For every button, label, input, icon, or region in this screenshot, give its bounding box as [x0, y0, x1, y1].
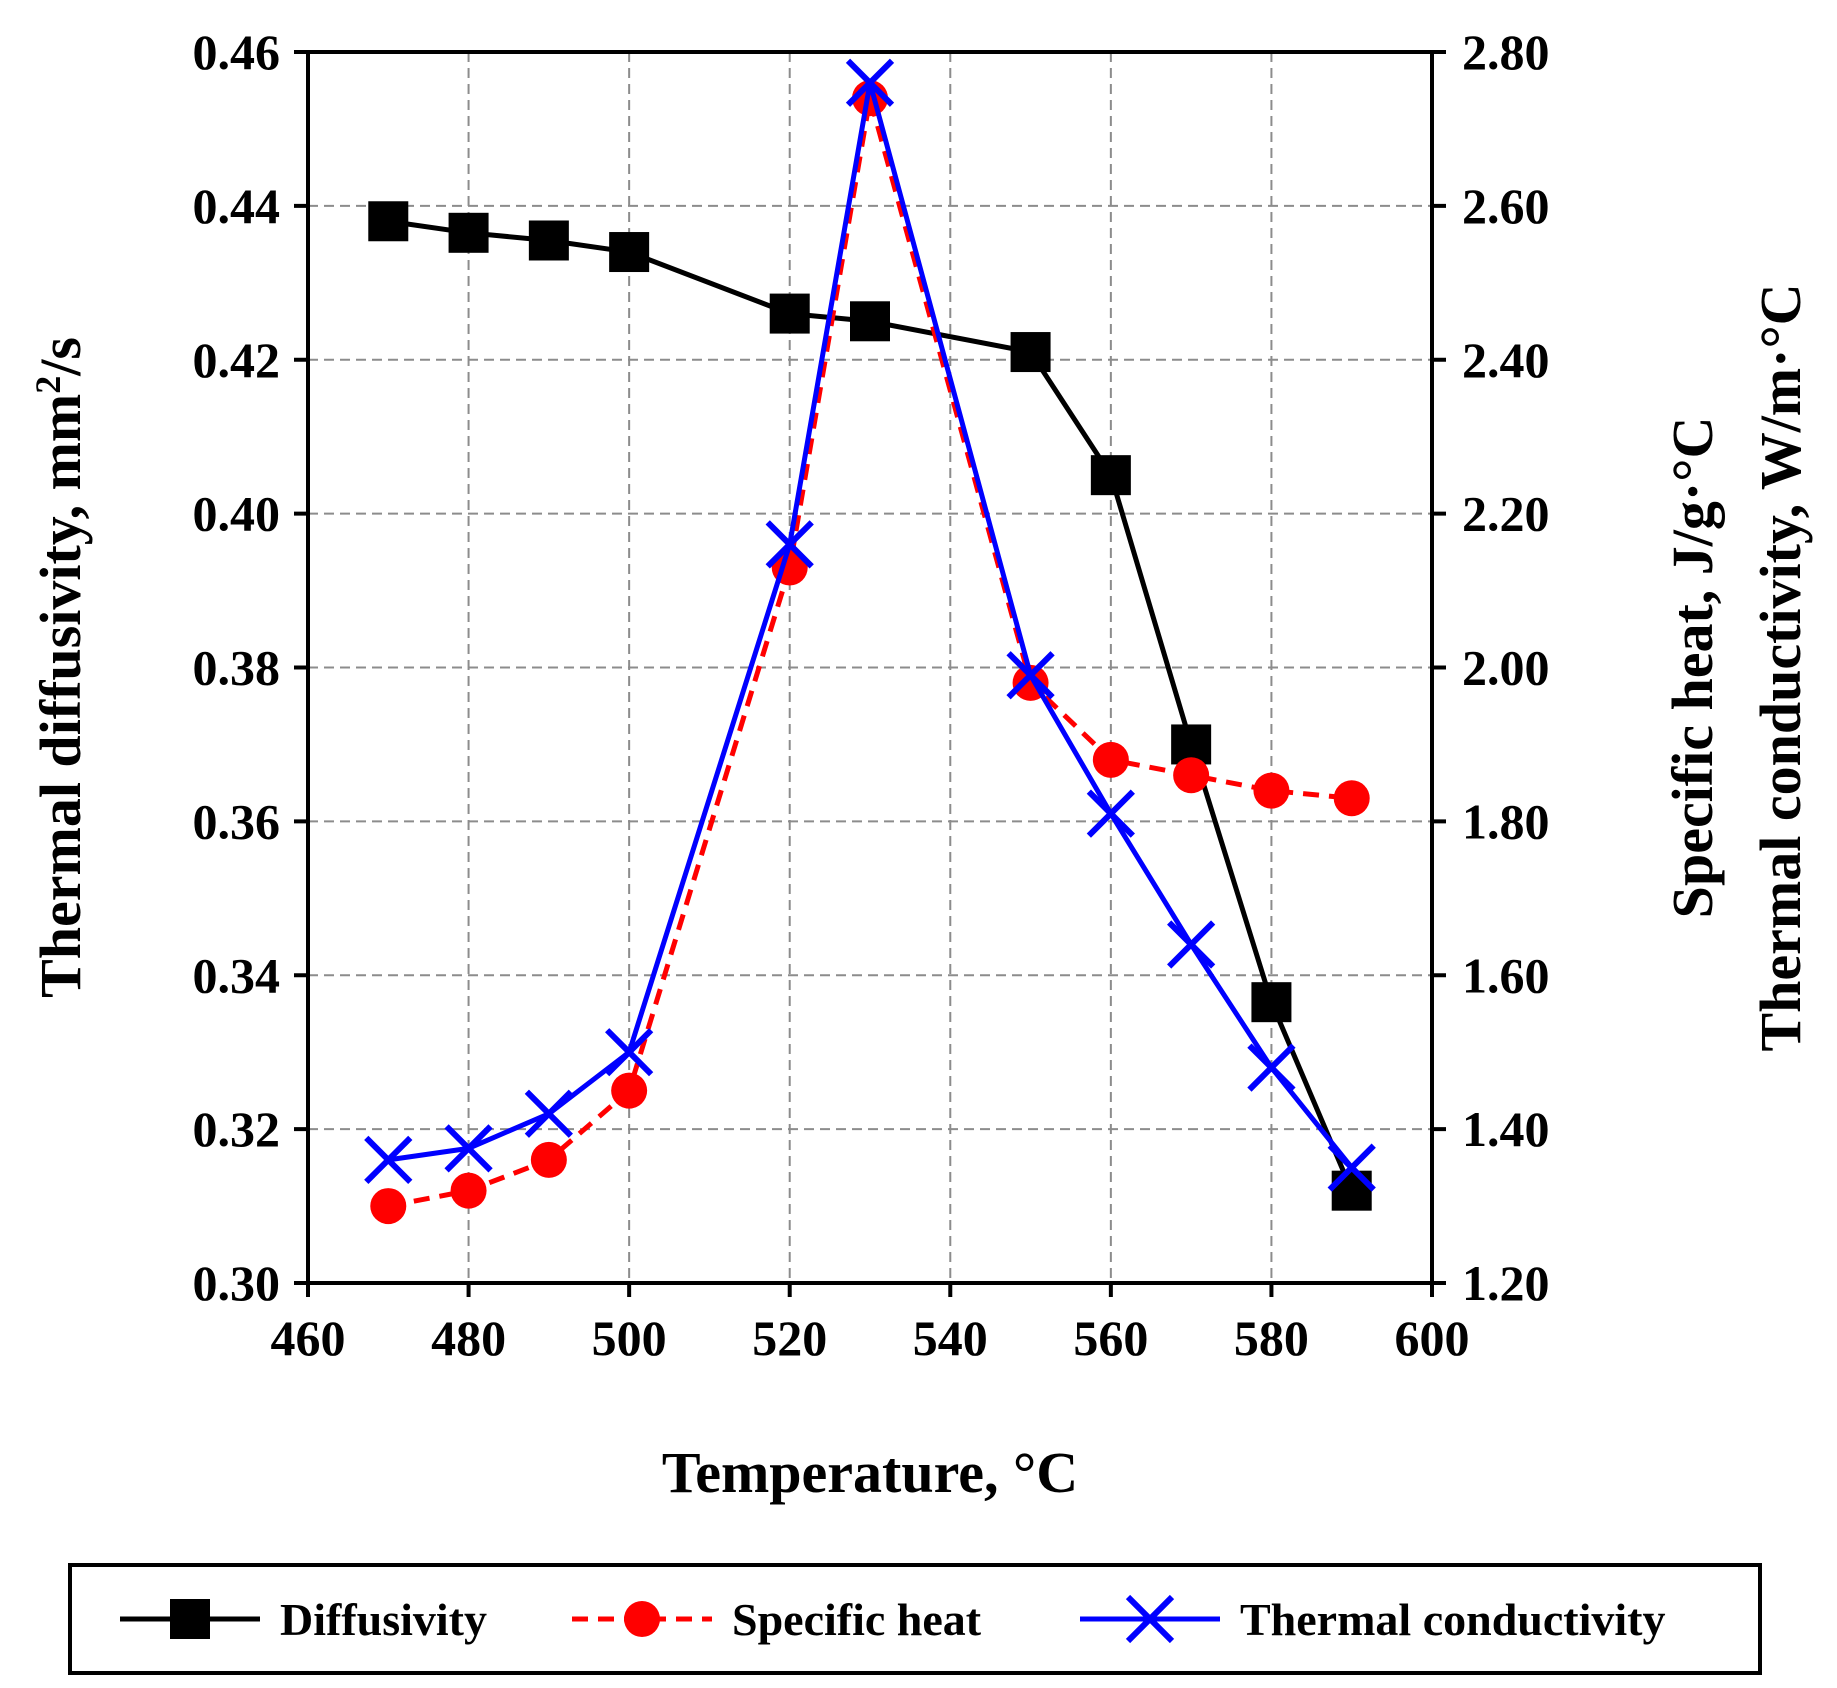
data-point-diffusivity: [1010, 332, 1051, 373]
data-point-specific-heat: [1173, 757, 1210, 794]
x-tick-label: 600: [1395, 1310, 1470, 1366]
legend-item-specific-heat: Specific heat: [572, 1594, 982, 1645]
data-point-thermal-conductivity: [364, 1135, 413, 1185]
series-diffusivity: [368, 201, 1372, 1211]
legend-box: [68, 1563, 1762, 1675]
y-left-tick-label: 0.38: [193, 640, 281, 696]
data-point-diffusivity: [609, 232, 650, 273]
legend-label-diffusivity: Diffusivity: [280, 1594, 487, 1645]
y-right-tick-label: 1.80: [1462, 793, 1550, 849]
x-tick-label: 460: [271, 1310, 346, 1366]
data-point-specific-heat: [1333, 780, 1370, 817]
legend-label-thermal-conductivity: Thermal conductivity: [1240, 1594, 1665, 1645]
data-point-thermal-conductivity-stroke-b: [765, 520, 814, 569]
series-line-diffusivity: [387, 218, 1355, 1192]
y-right-tick-label: 2.40: [1462, 332, 1550, 388]
data-point-thermal-conductivity: [1247, 1043, 1296, 1092]
data-point-thermal-conductivity: [765, 520, 814, 569]
y-axis-left-title: Thermal diffusivity, mm2/s: [28, 337, 93, 998]
legend-item-diffusivity: Diffusivity: [120, 1594, 487, 1645]
data-point-specific-heat: [530, 1141, 567, 1178]
data-point-specific-heat: [1253, 772, 1290, 809]
data-point-thermal-conductivity: [444, 1124, 493, 1173]
data-point-thermal-conductivity: [1167, 920, 1216, 969]
series-layer: [364, 58, 1376, 1225]
data-point-thermal-conductivity-stroke-b: [1086, 789, 1135, 838]
x-tick-label: 540: [913, 1310, 988, 1366]
data-point-thermal-conductivity: [1006, 651, 1055, 700]
data-point-thermal-conductivity-stroke-b: [1247, 1043, 1296, 1092]
legend-label-specific-heat: Specific heat: [732, 1594, 982, 1645]
data-point-specific-heat: [450, 1172, 487, 1209]
y-right-tick-label: 2.20: [1462, 486, 1550, 542]
series-thermal-conductivity: [364, 58, 1376, 1192]
y-axis-right-title-thermal-conductivity: Thermal conductivity, W/m·°C: [1748, 283, 1813, 1051]
data-point-diffusivity: [528, 220, 569, 261]
y-left-tick-label: 0.46: [193, 24, 281, 80]
x-tick-label: 480: [431, 1310, 506, 1366]
data-point-thermal-conductivity-stroke-b: [364, 1135, 413, 1185]
data-point-thermal-conductivity-stroke-b: [845, 58, 895, 107]
y-axis-left-title-main: Thermal diffusivity, mm: [28, 394, 93, 998]
data-point-thermal-conductivity: [1086, 789, 1135, 838]
data-point-diffusivity: [1090, 455, 1131, 496]
x-tick-label: 560: [1073, 1310, 1148, 1366]
y-right-tick-label: 1.20: [1462, 1255, 1550, 1311]
y-right-tick-label: 1.60: [1462, 947, 1550, 1003]
y-left-tick-label: 0.42: [193, 332, 281, 388]
legend-marker-thermal-conductivity: [1125, 1594, 1175, 1644]
data-point-thermal-conductivity: [605, 1028, 654, 1077]
legend-marker-diffusivity: [170, 1599, 210, 1639]
data-point-specific-heat: [370, 1188, 407, 1225]
data-point-thermal-conductivity-stroke-b: [1006, 651, 1055, 700]
y-left-tick-label: 0.34: [193, 947, 281, 1003]
series-specific-heat: [370, 80, 1370, 1225]
data-point-thermal-conductivity: [1327, 1143, 1376, 1192]
y-left-tick-label: 0.36: [193, 793, 281, 849]
data-point-thermal-conductivity-stroke-b: [1167, 920, 1216, 969]
data-point-diffusivity: [448, 212, 489, 253]
legend: Diffusivity Specific heat Thermal conducti…: [68, 1563, 1762, 1675]
x-tick-label: 580: [1234, 1310, 1309, 1366]
axis-ticks: 460 480 500 520 540 560 580 600 0.30 0.32 0.34 0.36…: [193, 24, 1550, 1366]
y-left-tick-label: 0.32: [193, 1101, 281, 1157]
data-point-diffusivity: [368, 201, 409, 242]
data-point-thermal-conductivity-stroke-b: [605, 1028, 654, 1077]
legend-marker-thermal-conductivity-stroke-b: [1125, 1594, 1175, 1644]
y-left-tick-label: 0.40: [193, 486, 281, 542]
y-left-tick-label: 0.44: [193, 178, 281, 234]
x-axis-title: Temperature, °C: [662, 1440, 1078, 1505]
y-left-tick-label: 0.30: [193, 1255, 281, 1311]
data-point-specific-heat: [611, 1072, 648, 1109]
data-point-thermal-conductivity-stroke-b: [444, 1124, 493, 1173]
legend-item-thermal-conductivity: Thermal conductivity: [1080, 1594, 1665, 1645]
data-point-thermal-conductivity-stroke-b: [524, 1089, 573, 1138]
y-axis-right-title-specific-heat: Specific heat, J/g·°C: [1660, 417, 1725, 919]
data-point-diffusivity: [1251, 982, 1292, 1023]
data-point-thermal-conductivity: [845, 58, 895, 107]
x-tick-label: 500: [592, 1310, 667, 1366]
y-right-tick-label: 1.40: [1462, 1101, 1550, 1157]
series-line-specific-heat: [387, 95, 1352, 1209]
data-point-thermal-conductivity: [524, 1089, 573, 1138]
y-right-tick-label: 2.80: [1462, 24, 1550, 80]
y-axis-left-title-sup: 2: [28, 376, 68, 394]
data-point-thermal-conductivity-stroke-b: [1327, 1143, 1376, 1192]
x-tick-label: 520: [752, 1310, 827, 1366]
data-point-diffusivity: [1331, 1170, 1372, 1211]
data-point-diffusivity: [769, 293, 810, 334]
data-point-diffusivity: [850, 301, 890, 342]
y-right-tick-label: 2.00: [1462, 640, 1550, 696]
data-point-specific-heat: [1092, 741, 1129, 778]
y-axis-left-title-tail: /s: [28, 337, 93, 377]
legend-marker-specific-heat: [624, 1601, 660, 1637]
y-right-tick-label: 2.60: [1462, 178, 1550, 234]
